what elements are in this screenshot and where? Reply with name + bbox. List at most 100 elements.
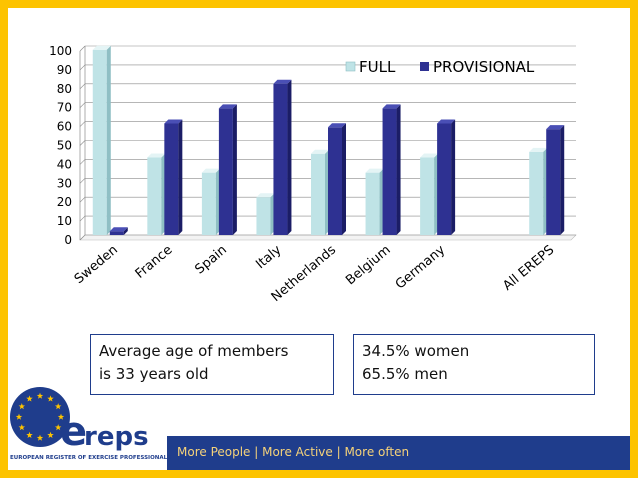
bar-full-spain <box>201 168 220 235</box>
gridline-depth <box>79 178 86 184</box>
bar-top <box>273 79 292 84</box>
bar-front <box>365 172 380 235</box>
bar-front <box>164 123 179 235</box>
legend-label-full: FULL <box>359 58 396 76</box>
y-tick-label: 20 <box>57 195 72 209</box>
legend-label-provisional: PROVISIONAL <box>433 58 535 76</box>
bar-side <box>451 119 456 235</box>
gridline-depth <box>79 159 86 165</box>
x-tick-label: Italy <box>253 242 284 272</box>
bar-top <box>437 119 456 124</box>
footer-bar: More People | More Active | More often <box>167 436 630 470</box>
bar-front <box>529 151 544 235</box>
bar-front <box>328 127 342 235</box>
bar-top <box>529 147 548 152</box>
bar-side <box>178 119 183 235</box>
average-age-box: Average age of members is 33 years old <box>90 334 334 395</box>
x-tick-label: France <box>133 243 176 282</box>
bar-top <box>420 153 439 158</box>
bar-provisional-netherlands <box>328 123 346 235</box>
bar-front <box>546 129 561 235</box>
gender-split-box: 34.5% women 65.5% men <box>353 334 595 395</box>
y-tick-label: 50 <box>57 139 72 153</box>
ereps-logo: e reps <box>8 385 158 459</box>
bar-full-sweden <box>92 45 111 235</box>
bar-front <box>273 83 288 235</box>
bar-provisional-sweden <box>109 227 128 235</box>
bar-front <box>201 172 216 235</box>
logo-star <box>54 424 62 431</box>
bar-provisional-germany <box>437 119 456 235</box>
bar-top <box>328 123 346 128</box>
bar-front <box>92 49 107 235</box>
logo-star <box>18 403 26 410</box>
svg-text:e: e <box>60 409 87 455</box>
logo-star <box>26 395 33 402</box>
bar-full-italy <box>256 193 275 235</box>
legend-swatch-full <box>345 61 356 72</box>
y-tick-label: 30 <box>57 176 72 190</box>
bar-front <box>437 123 452 235</box>
bar-top <box>256 193 275 198</box>
logo-subtitle: EUROPEAN REGISTER OF EXERCISE PROFESSION… <box>10 455 172 461</box>
average-age-line-1: Average age of members <box>99 342 289 360</box>
bar-chart: 0 10 20 30 40 50 60 70 80 90 100 Sweden France Spain… <box>49 44 577 305</box>
bar-side <box>560 125 565 235</box>
x-tick-label: Germany <box>393 242 449 292</box>
gender-men-line: 65.5% men <box>362 365 448 383</box>
bar-top <box>109 227 128 232</box>
bar-top <box>218 104 237 109</box>
bar-top <box>164 119 183 124</box>
gridline-depth <box>79 234 86 241</box>
logo-star <box>18 424 26 431</box>
y-tick-label: 70 <box>57 101 72 115</box>
ereps-logo-graphic: e reps <box>10 387 149 455</box>
gridline-depth <box>79 64 86 71</box>
gridline-depth <box>79 215 86 222</box>
slide-panel: 0 10 20 30 40 50 60 70 80 90 100 Sweden France Spain… <box>8 8 630 470</box>
logo-star <box>36 434 44 441</box>
logo-star <box>15 413 23 420</box>
footer-tagline: More People | More Active | More often <box>177 445 410 459</box>
x-tick-label: Spain <box>192 243 229 278</box>
bar-provisional-spain <box>218 104 237 236</box>
bar-top <box>201 168 220 173</box>
bar-side <box>123 227 128 235</box>
logo-star <box>36 392 44 399</box>
bar-full-netherlands <box>311 149 329 235</box>
bar-front <box>218 108 233 235</box>
bar-top <box>147 153 166 158</box>
y-tick-label: 100 <box>49 44 72 58</box>
x-tick-label: Belgium <box>343 243 393 289</box>
bar-side <box>396 104 401 236</box>
x-tick-label: Sweden <box>72 243 121 288</box>
bar-front <box>109 231 124 235</box>
bar-full-germany <box>420 153 439 235</box>
y-tick-label: 90 <box>57 63 72 77</box>
y-tick-label: 40 <box>57 157 72 171</box>
gridline-depth <box>79 102 86 108</box>
chart-legend: FULL PROVISIONAL <box>345 58 535 76</box>
gridline-depth <box>79 45 86 52</box>
svg-text:reps: reps <box>84 422 149 452</box>
y-tick-label: 60 <box>57 120 72 134</box>
bar-provisional-all-ereps <box>546 125 565 235</box>
bar-front <box>256 197 271 235</box>
bar-front <box>147 157 162 235</box>
bar-full-france <box>147 153 166 235</box>
bar-front <box>311 153 325 235</box>
bar-side <box>232 104 237 236</box>
logo-star <box>47 431 54 438</box>
bar-side <box>287 79 292 235</box>
logo-star <box>26 431 33 438</box>
legend-swatch-provisional <box>420 62 429 71</box>
bar-full-belgium <box>365 168 384 235</box>
bar-top <box>92 45 111 50</box>
x-tick-label: All EREPS <box>500 243 557 294</box>
logo-star <box>57 413 65 420</box>
y-tick-label: 10 <box>57 214 72 228</box>
bar-full-all-ereps <box>529 147 548 235</box>
bar-provisional-italy <box>273 79 292 235</box>
bar-front <box>420 157 435 235</box>
